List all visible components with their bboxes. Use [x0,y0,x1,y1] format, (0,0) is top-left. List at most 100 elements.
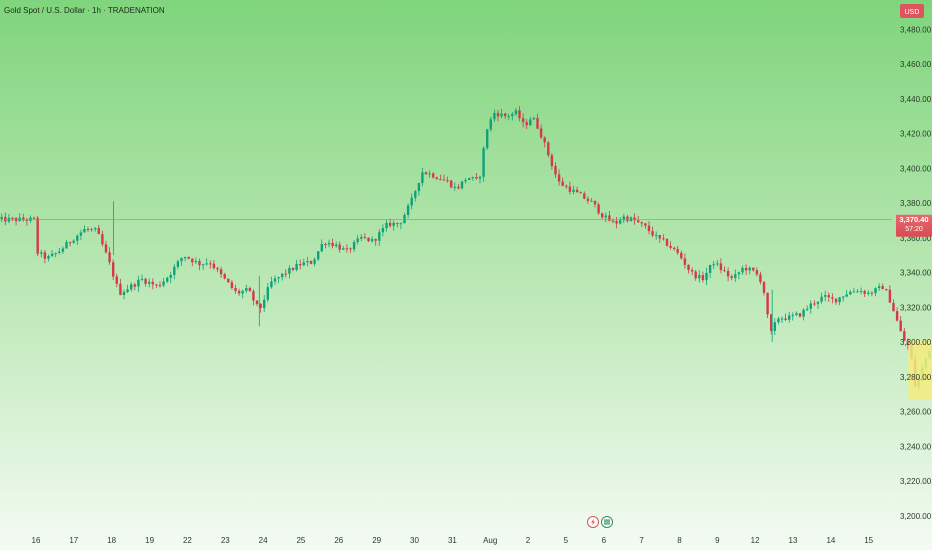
candle-body [903,331,906,341]
candle-body [212,263,216,269]
lightning-icon[interactable] [587,516,599,528]
time-tick-label: 6 [602,536,607,545]
chart-title: Gold Spot / U.S. Dollar · 1h · TRADENATI… [4,6,165,15]
candle-body [205,263,208,265]
candle-body [388,222,392,226]
candle-body [561,181,564,186]
candle-body [665,239,669,246]
currency-label: USD [905,9,920,16]
candle-body [130,284,133,290]
candle-body [61,248,65,252]
candle-body [4,216,7,222]
candle-body [201,264,205,266]
candle-body [126,289,129,292]
candle-body [266,287,269,300]
candle-body [895,311,899,321]
candle-body [475,177,478,179]
candle-body [554,166,557,175]
candle-body [112,262,115,277]
candle-body [762,282,766,293]
candle-body [838,297,841,303]
candle-body [277,277,280,279]
candle-body [493,112,496,120]
candle-body [874,288,877,294]
candle-body [637,220,640,223]
candle-body [597,204,600,214]
candle-body [331,242,334,247]
currency-tag[interactable]: USD [900,4,924,18]
candle-body [773,322,776,331]
candle-body [784,318,787,320]
candle-body [856,291,859,293]
candle-body [457,186,460,189]
candle-body [442,179,446,181]
candle-body [245,288,248,291]
candle-body [673,247,676,250]
price-axis[interactable]: 3,200.00 3,220.00 3,240.00 3,260.00 3,280.00… [900,25,932,521]
candle-body [151,281,154,285]
candle-body [119,283,122,295]
candle-body [694,271,697,279]
candle-body [255,300,259,304]
candle-body [529,119,532,126]
candle-body [601,213,604,218]
candle-body [90,229,93,231]
candle-body [227,278,230,283]
candle-body [183,256,187,259]
candle-body [421,172,424,183]
candle-body [363,236,367,238]
time-tick-label: Aug [483,536,497,545]
candle-body [306,261,309,263]
candle-body [446,180,449,182]
price-tick-label: 3,200.00 [900,512,932,521]
price-tick-label: 3,480.00 [900,25,932,34]
candle-body [651,231,654,236]
time-tick-label: 25 [296,536,305,545]
candle-body [806,308,809,310]
candle-body [414,191,417,198]
candle-body [140,278,144,280]
candle-body [644,223,647,226]
candle-body [349,248,352,250]
price-tick-label: 3,460.00 [900,60,932,69]
candle-body [759,274,762,283]
candle-body [158,285,162,286]
candle-body [572,189,575,192]
demand-zone-box[interactable] [908,340,932,400]
time-axis[interactable]: 16 17 18 19 22 23 24 25 26 29 30 31 Aug 2 5 6 7 8 9 12 13 14 1… [32,536,874,545]
candle-body [730,276,733,278]
candle-body [424,172,428,175]
candle-body [108,252,111,263]
candle-body [802,309,805,317]
candle-body [291,267,295,270]
candle-body [194,261,198,263]
candle-body [460,181,464,189]
candle-body [766,292,769,315]
candle-body [335,244,338,247]
candle-body [166,277,169,282]
price-tick-label: 3,380.00 [900,199,932,208]
candle-body [579,192,582,194]
price-tick-label: 3,360.00 [900,234,932,243]
candle-body [86,229,90,230]
candle-body [755,270,759,275]
candle-body [496,112,500,117]
time-tick-label: 8 [677,536,682,545]
dividend-icon[interactable] [601,516,613,528]
candle-body [705,272,708,281]
candle-body [464,180,467,182]
candle-body [788,315,791,320]
candle-body [813,303,816,305]
candle-body [209,263,212,265]
candle-body [547,142,550,156]
candle-body [798,313,802,317]
price-tick-label: 3,280.00 [900,373,932,382]
candle-body [320,244,323,252]
candle-body [712,264,715,266]
candle-body [40,252,43,254]
candle-body [658,235,661,239]
candle-body [586,198,590,201]
